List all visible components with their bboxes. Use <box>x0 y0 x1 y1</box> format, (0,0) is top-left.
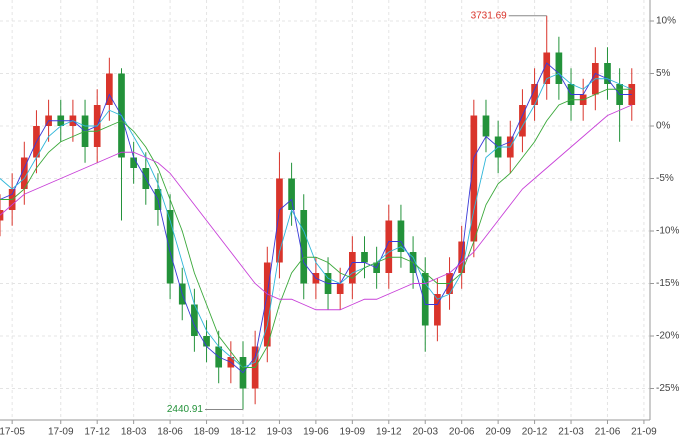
candle-body <box>555 52 563 84</box>
candle-body <box>288 178 295 210</box>
moving-average-line <box>0 72 632 369</box>
x-tick-label: 20-09 <box>485 427 511 438</box>
candle-body <box>336 283 344 294</box>
candle-body <box>20 157 28 189</box>
x-tick-label: 20-12 <box>522 427 548 438</box>
x-tick-label: 21-09 <box>631 427 657 438</box>
y-tick-label: 5% <box>656 68 671 79</box>
moving-average-line <box>0 62 632 374</box>
candle-body <box>263 262 271 347</box>
candle-body <box>348 252 356 284</box>
annotation-label: 2440.91 <box>167 404 204 415</box>
x-tick-label: 19-03 <box>267 427 293 438</box>
candle-body <box>434 294 441 326</box>
y-tick-label: -15% <box>656 278 679 289</box>
annotation-label: 3731.69 <box>471 10 508 21</box>
candle-body <box>276 178 283 263</box>
candle-body <box>543 52 551 84</box>
candle-body <box>106 73 113 105</box>
candle-body <box>604 63 611 84</box>
x-tick-label: 19-06 <box>303 427 329 438</box>
candle-body <box>482 115 490 137</box>
x-tick-label: 19-12 <box>376 427 402 438</box>
candle-body <box>421 273 429 326</box>
candle-body <box>130 157 137 168</box>
x-tick-label: 21-03 <box>558 427 584 438</box>
candle-body <box>397 220 405 252</box>
x-tick-label: 18-09 <box>194 427 220 438</box>
x-tick-label: 20-06 <box>449 427 475 438</box>
candle-body <box>385 220 393 273</box>
y-tick-label: 10% <box>656 16 676 27</box>
x-tick-label: 20-03 <box>412 427 438 438</box>
candle-body <box>300 210 308 284</box>
x-tick-label: 18-06 <box>157 427 183 438</box>
candle-body <box>166 210 174 284</box>
candle-body <box>361 252 368 263</box>
candle-body <box>531 84 538 105</box>
x-tick-label: 17-12 <box>84 427 110 438</box>
x-tick-label: 18-12 <box>230 427 256 438</box>
x-tick-label: 17-09 <box>48 427 74 438</box>
y-tick-label: 0% <box>656 121 671 132</box>
moving-average-line <box>0 104 632 311</box>
candle-body <box>519 105 526 137</box>
x-tick-label: 21-06 <box>595 427 621 438</box>
candle-body <box>191 304 198 336</box>
y-tick-label: -20% <box>656 331 679 342</box>
candle-body <box>203 336 210 347</box>
x-tick-label: 18-03 <box>121 427 147 438</box>
y-tick-label: -5% <box>656 173 674 184</box>
x-tick-label: 17-05 <box>0 427 25 438</box>
y-tick-label: -25% <box>656 383 679 394</box>
moving-average-line <box>0 88 632 368</box>
candle-body <box>470 115 478 242</box>
candle-body <box>0 210 4 221</box>
x-tick-label: 19-09 <box>340 427 366 438</box>
y-tick-label: -10% <box>656 226 679 237</box>
